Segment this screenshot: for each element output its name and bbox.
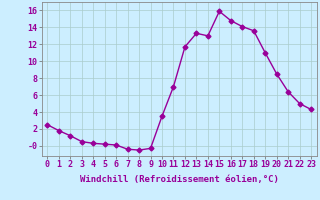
X-axis label: Windchill (Refroidissement éolien,°C): Windchill (Refroidissement éolien,°C)	[80, 175, 279, 184]
